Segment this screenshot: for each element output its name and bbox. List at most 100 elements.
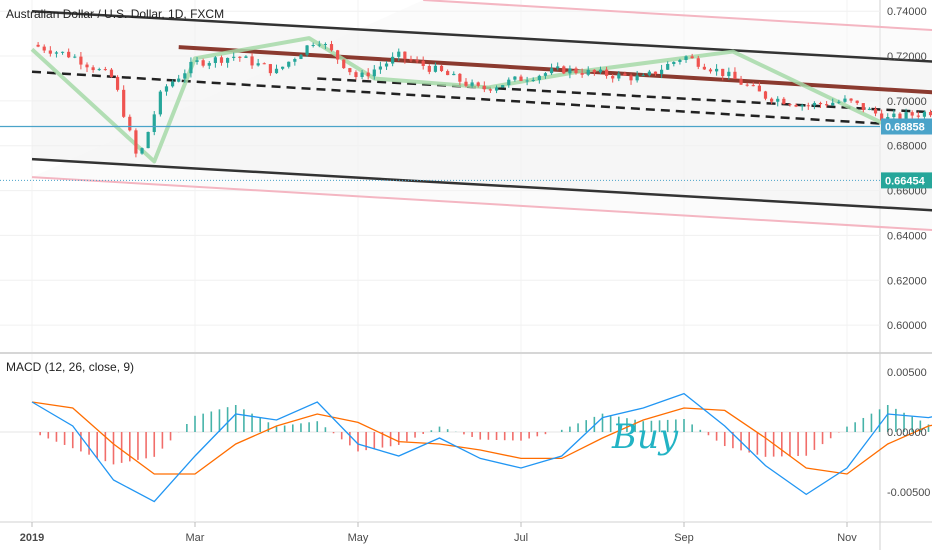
time-tick-label: 2019: [20, 532, 44, 544]
price-pane: [0, 0, 880, 352]
price-tick-label: 0.62000: [887, 275, 927, 287]
candle-body: [232, 56, 236, 58]
candle-body: [274, 68, 279, 74]
candle-body: [152, 114, 156, 132]
macd-line: [31, 392, 932, 503]
candle-body: [549, 68, 554, 74]
candle-body: [73, 56, 77, 58]
candle-body: [880, 113, 884, 121]
price-badge-label: 0.68858: [885, 121, 925, 133]
candle-body: [818, 102, 823, 105]
candle-body: [849, 98, 853, 101]
price-badge-label: 0.66454: [885, 175, 926, 187]
candle-body: [531, 80, 535, 82]
macd-group: [0, 392, 932, 503]
candle-body: [409, 58, 413, 61]
candle-body: [415, 60, 419, 62]
candle-body: [556, 66, 560, 69]
candle-body: [91, 67, 95, 71]
candle-body: [782, 98, 786, 105]
candle-body: [446, 71, 450, 76]
candle-body: [311, 44, 315, 46]
candle-body: [715, 68, 719, 72]
candle-body: [763, 91, 768, 99]
candle-body: [213, 57, 217, 63]
candle-body: [305, 45, 309, 55]
macd-title: MACD (12, 26, close, 9): [6, 360, 134, 374]
price-tick-label: 0.74000: [887, 6, 927, 18]
time-tick-label: Sep: [674, 532, 694, 544]
dashed-support-line: [31, 70, 932, 128]
price-tick-label: 0.70000: [887, 96, 927, 108]
time-tick-label: Mar: [186, 532, 205, 544]
candle-body: [470, 82, 474, 86]
candle-body: [751, 85, 755, 87]
candle-body: [776, 98, 780, 102]
candle-body: [617, 73, 621, 79]
candle-body: [910, 112, 914, 116]
candle-body: [623, 73, 627, 76]
candle-body: [562, 66, 566, 74]
candle-body: [543, 73, 548, 76]
macd-tick-label: -0.00500: [887, 487, 930, 499]
candle-body: [238, 56, 242, 58]
candle-body: [342, 59, 346, 69]
candle-body: [831, 102, 835, 106]
channel-upper-line: [31, 9, 932, 63]
candle-body: [244, 56, 248, 58]
candle-body: [788, 104, 792, 106]
candle-body: [183, 73, 187, 79]
candle-body: [219, 57, 224, 63]
candle-body: [281, 66, 285, 69]
candle-body: [189, 61, 193, 74]
candle-body: [678, 60, 682, 62]
price-badge-bg: [881, 172, 932, 189]
candle-body: [635, 75, 639, 81]
candle-body: [653, 71, 658, 75]
candle-body: [336, 50, 340, 60]
candle-body: [201, 60, 205, 66]
time-tick-label: Jul: [514, 532, 528, 544]
candle-body: [103, 69, 107, 71]
candle-body: [861, 103, 865, 111]
candle-body: [800, 105, 804, 107]
signal-line: [31, 401, 932, 475]
candle-body: [366, 72, 370, 77]
candle-body: [109, 69, 114, 77]
channel-band: [32, 11, 932, 211]
candle-body: [690, 56, 694, 59]
candle-body: [659, 69, 664, 75]
candle-body: [207, 62, 211, 66]
candle-body: [146, 131, 150, 149]
candle-body: [898, 113, 902, 120]
candle-body: [482, 85, 486, 90]
candle-body: [391, 56, 395, 64]
candle-body: [745, 84, 749, 86]
candle-body: [158, 91, 162, 115]
candle-body: [262, 63, 266, 65]
candle-body: [928, 111, 932, 116]
candle-body: [855, 100, 859, 104]
candle-body: [42, 46, 46, 51]
candle-body: [433, 65, 438, 72]
candle-body: [170, 81, 175, 87]
candle-body: [892, 113, 896, 118]
price-tick-label: 0.72000: [887, 51, 927, 63]
candle-body: [323, 44, 327, 46]
candle-body: [574, 68, 578, 74]
price-axis: 0.74000 0.72000 0.70000 0.68000 0.66000 0.640…: [881, 6, 932, 332]
macd-axis: 0.00500 0.00000 -0.00500: [887, 367, 930, 499]
candle-body: [372, 69, 376, 77]
candle-body: [666, 63, 670, 70]
candle-body: [439, 65, 444, 72]
candle-body: [568, 68, 572, 74]
candle-body: [48, 50, 52, 54]
time-tick-label: May: [348, 532, 369, 544]
candle-body: [378, 66, 383, 70]
candle-body: [60, 51, 65, 53]
candle-body: [348, 68, 352, 73]
candle-body: [702, 66, 706, 70]
candle-body: [329, 44, 334, 51]
